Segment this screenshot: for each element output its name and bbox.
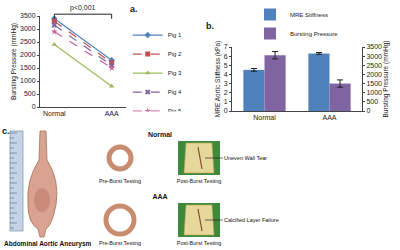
svg-text:0: 0 [32, 103, 36, 110]
svg-text:Pig 2: Pig 2 [168, 51, 182, 57]
svg-text:0: 0 [224, 107, 228, 114]
svg-text:1500: 1500 [366, 80, 382, 87]
svg-text:AAA: AAA [105, 110, 119, 117]
svg-text:6: 6 [224, 53, 228, 60]
svg-text:Bursting Pressure (mmHg): Bursting Pressure (mmHg) [10, 23, 18, 100]
svg-text:Bursting Pressure: Bursting Pressure [290, 31, 338, 37]
svg-text:AAA: AAA [322, 114, 336, 121]
svg-text:Uneven Wall Tear: Uneven Wall Tear [224, 155, 267, 161]
svg-text:AAA: AAA [152, 193, 167, 200]
svg-text:3000: 3000 [366, 53, 382, 60]
svg-text:Abdominal Aortic Aneurysm: Abdominal Aortic Aneurysm [4, 240, 92, 248]
svg-text:5: 5 [224, 62, 228, 69]
svg-text:7: 7 [224, 43, 228, 50]
svg-text:3500: 3500 [20, 12, 36, 19]
svg-text:MRE Stiffness: MRE Stiffness [290, 12, 328, 18]
svg-text:0: 0 [366, 107, 370, 114]
svg-text:3000: 3000 [20, 25, 36, 32]
svg-text:Post-Burst Testing: Post-Burst Testing [177, 178, 222, 184]
svg-text:MRE Aortic Stiffness (kPa): MRE Aortic Stiffness (kPa) [214, 41, 222, 117]
svg-text:b.: b. [206, 21, 214, 31]
svg-text:c.: c. [2, 126, 10, 136]
svg-text:Pre-Burst Testing: Pre-Burst Testing [99, 178, 141, 184]
svg-text:500: 500 [366, 98, 378, 105]
svg-text:1500: 1500 [20, 64, 36, 71]
svg-text:Pig 3: Pig 3 [168, 70, 182, 76]
svg-text:Pre-Burst Testing: Pre-Burst Testing [99, 240, 141, 246]
svg-text:1000: 1000 [20, 77, 36, 84]
svg-text:Post-Burst Testing: Post-Burst Testing [177, 240, 222, 246]
svg-text:Bursting Pressure (mmHg): Bursting Pressure (mmHg) [382, 41, 390, 118]
svg-text:Pig 5: Pig 5 [168, 108, 182, 111]
svg-text:3: 3 [224, 80, 228, 87]
svg-text:2000: 2000 [20, 51, 36, 58]
svg-text:1000: 1000 [366, 89, 382, 96]
svg-text:4: 4 [224, 71, 228, 78]
svg-text:Pig 1: Pig 1 [168, 32, 182, 38]
svg-text:Pig 4: Pig 4 [168, 89, 182, 95]
svg-text:Normal: Normal [148, 131, 172, 138]
svg-text:Normal: Normal [253, 114, 276, 121]
svg-text:2500: 2500 [366, 62, 382, 69]
svg-text:500: 500 [24, 90, 36, 97]
svg-text:Calcified Layer Failure: Calcified Layer Failure [224, 217, 279, 223]
svg-text:1: 1 [224, 98, 228, 105]
svg-text:a.: a. [130, 4, 138, 14]
svg-text:3500: 3500 [366, 43, 382, 50]
svg-text:2500: 2500 [20, 38, 36, 45]
svg-text:p<0.001: p<0.001 [70, 4, 96, 12]
svg-text:2000: 2000 [366, 71, 382, 78]
svg-text:2: 2 [224, 89, 228, 96]
svg-text:Normal: Normal [43, 110, 66, 117]
